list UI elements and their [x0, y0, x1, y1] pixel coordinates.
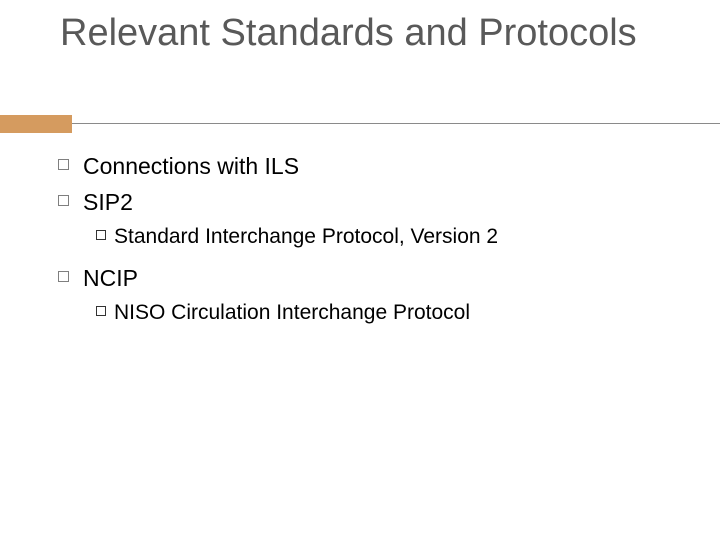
slide-title: Relevant Standards and Protocols — [60, 12, 637, 56]
hollow-square-icon — [96, 230, 106, 240]
sub-bullet-item: NISO Circulation Interchange Protocol — [96, 298, 498, 327]
sub-bullet-text: NISO Circulation Interchange Protocol — [114, 298, 470, 327]
sub-bullet-item: Standard Interchange Protocol, Version 2 — [96, 222, 498, 251]
accent-bar — [0, 115, 72, 133]
bullet-text: SIP2 — [83, 186, 133, 218]
hollow-square-icon — [58, 159, 69, 170]
bullet-item: Connections with ILS — [58, 150, 498, 182]
hollow-square-icon — [58, 195, 69, 206]
title-underline — [72, 123, 720, 124]
hollow-square-icon — [58, 271, 69, 282]
bullet-text: Connections with ILS — [83, 150, 299, 182]
hollow-square-icon — [96, 306, 106, 316]
bullet-item: NCIP — [58, 262, 498, 294]
slide-body: Connections with ILS SIP2 Standard Inter… — [58, 150, 498, 331]
bullet-item: SIP2 — [58, 186, 498, 218]
sub-bullet-text: Standard Interchange Protocol, Version 2 — [114, 222, 498, 251]
bullet-text: NCIP — [83, 262, 138, 294]
